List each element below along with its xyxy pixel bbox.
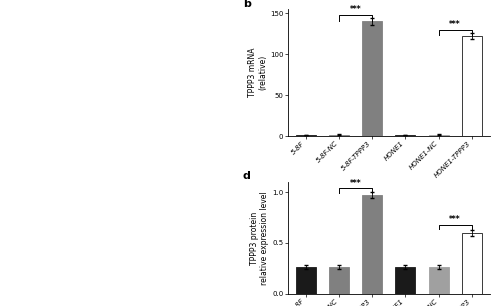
Bar (329, 135, 349, 136)
Bar (396, 267, 415, 294)
Bar (329, 267, 349, 294)
Text: b: b (243, 0, 251, 9)
Bar (362, 195, 382, 294)
Bar (296, 135, 316, 136)
Y-axis label: TPPP3 protein
relative expression level: TPPP3 protein relative expression level (250, 191, 270, 285)
Bar (296, 267, 316, 294)
Bar (428, 267, 448, 294)
Text: ***: *** (450, 20, 461, 29)
Text: ***: *** (350, 5, 362, 14)
Y-axis label: TPPP3 mRNA
(relative): TPPP3 mRNA (relative) (248, 48, 267, 97)
Text: ***: *** (350, 179, 362, 188)
Text: ***: *** (450, 215, 461, 224)
Bar (362, 21, 382, 136)
Bar (428, 135, 448, 136)
Bar (462, 36, 481, 136)
Text: d: d (243, 171, 251, 181)
Bar (396, 135, 415, 136)
Bar (462, 233, 481, 294)
